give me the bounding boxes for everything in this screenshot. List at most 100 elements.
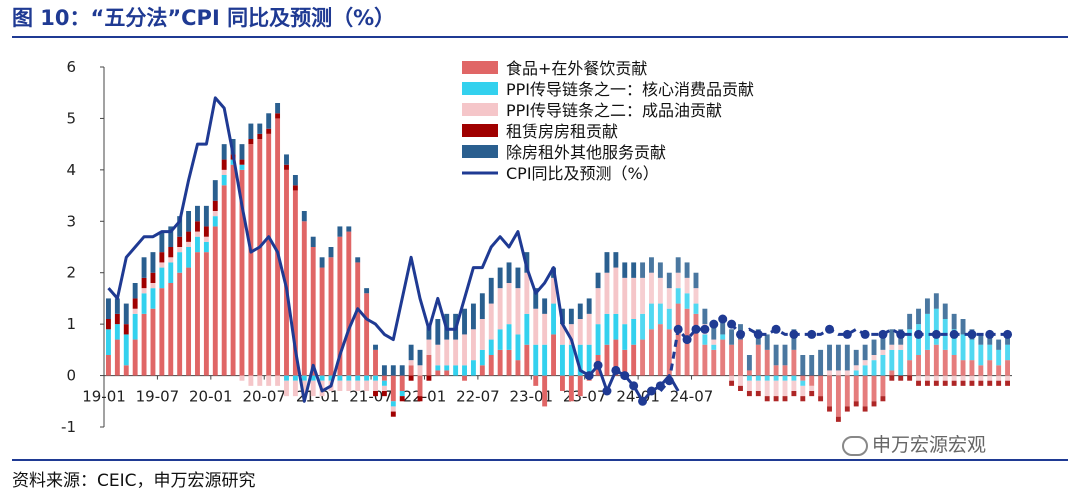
bar-ppi_core xyxy=(880,355,886,376)
bar-ppi_core xyxy=(479,349,485,366)
title-rule xyxy=(12,36,1068,38)
x-tick-label: 21-07 xyxy=(349,388,393,406)
bar-ppi_core xyxy=(444,365,450,371)
bar-other_services xyxy=(168,226,174,247)
bar-ppi_core xyxy=(898,349,904,376)
bar-rent xyxy=(818,396,824,402)
bar-other_services xyxy=(604,252,610,273)
bar-food xyxy=(301,221,307,376)
bar-ppi_core xyxy=(960,334,966,361)
bar-ppi_oil xyxy=(898,344,904,350)
bar-other_services xyxy=(435,319,441,345)
bar-rent xyxy=(248,139,254,145)
bar-other_services xyxy=(827,344,832,371)
bar-rent xyxy=(773,396,779,402)
bar-food xyxy=(987,360,993,376)
bar-food xyxy=(399,375,405,391)
bar-other_services xyxy=(497,267,503,289)
bar-food xyxy=(969,360,975,376)
bar-ppi_core xyxy=(577,344,583,376)
bar-food xyxy=(818,375,824,397)
bar-food xyxy=(827,375,832,407)
bar-other_services xyxy=(996,339,1002,350)
bar-food xyxy=(364,293,370,376)
bar-food xyxy=(613,339,619,376)
cpi-forecast-point xyxy=(842,329,852,339)
bar-ppi_oil xyxy=(960,375,966,381)
cpi-forecast-point xyxy=(914,329,924,339)
bar-food xyxy=(853,375,859,402)
bar-other_services xyxy=(195,205,200,222)
bar-other_services xyxy=(595,272,601,289)
bar-food xyxy=(186,267,192,376)
bar-ppi_core xyxy=(978,344,984,366)
bar-food xyxy=(666,329,672,376)
legend: 食品+在外餐饮贡献 PPI传导链条之一：核心消费品贡献 PPI传导链条之二：成品油贡… xyxy=(462,59,754,183)
cpi-forecast-point xyxy=(771,324,781,334)
bar-food xyxy=(132,339,138,376)
bar-ppi_core xyxy=(159,267,165,289)
bar-food xyxy=(533,375,539,386)
cpi-forecast-point xyxy=(700,324,710,334)
bar-food xyxy=(337,236,343,376)
bar-rent xyxy=(221,159,227,170)
bar-ppi_oil xyxy=(248,375,254,386)
bar-ppi_core xyxy=(337,375,343,381)
bar-ppi_oil xyxy=(212,211,218,217)
bar-other_services xyxy=(123,303,129,325)
bar-ppi_core xyxy=(720,334,726,340)
bar-rent xyxy=(381,391,387,397)
bar-other_services xyxy=(328,247,334,258)
bar-ppi_core xyxy=(212,216,218,227)
bar-ppi_oil xyxy=(470,329,476,361)
bar-food xyxy=(168,283,174,376)
bar-ppi_core xyxy=(106,329,111,355)
bar-other_services xyxy=(987,334,993,345)
bar-ppi_core xyxy=(711,344,717,350)
bar-other_services xyxy=(773,344,779,366)
bar-ppi_oil xyxy=(497,288,503,330)
bar-food xyxy=(381,375,387,381)
bar-ppi_core xyxy=(924,313,930,350)
bar-ppi_oil xyxy=(577,319,583,345)
bar-ppi_oil xyxy=(506,283,512,325)
bar-ppi_oil xyxy=(515,288,521,335)
bar-other_services xyxy=(880,334,886,350)
bar-food xyxy=(675,303,681,376)
bar-other_services xyxy=(702,308,708,325)
bar-ppi_core xyxy=(649,303,654,330)
bar-other_services xyxy=(568,308,574,325)
bar-ppi_core xyxy=(551,303,556,335)
cpi-forecast-point xyxy=(807,329,817,339)
bar-ppi_core xyxy=(453,365,459,376)
bar-ppi_core xyxy=(150,288,156,309)
bar-other_services xyxy=(809,355,815,376)
bar-ppi_oil xyxy=(809,385,815,391)
bar-ppi_core xyxy=(702,334,708,345)
y-tick-label: 0 xyxy=(66,367,76,385)
bar-ppi_core xyxy=(1005,344,1010,361)
bar-food xyxy=(862,375,868,407)
bar-ppi_core xyxy=(773,375,779,381)
bar-food xyxy=(880,375,886,397)
bar-ppi_oil xyxy=(284,380,289,397)
bar-other_services xyxy=(114,298,120,314)
bar-food xyxy=(141,313,147,376)
bar-other_services xyxy=(649,257,654,273)
cpi-point xyxy=(655,381,665,391)
bar-ppi_oil xyxy=(773,380,779,397)
bar-rent xyxy=(951,380,957,386)
bar-rent xyxy=(408,375,414,381)
bar-ppi_oil xyxy=(390,406,396,412)
bar-other_services xyxy=(942,303,948,319)
bar-ppi_oil xyxy=(684,277,690,294)
bar-food xyxy=(933,344,939,376)
bar-food xyxy=(604,344,610,376)
bar-other_services xyxy=(310,236,316,247)
bar-other_services xyxy=(470,303,476,330)
cpi-forecast-point xyxy=(735,329,745,339)
bar-food xyxy=(809,375,815,386)
bar-ppi_core xyxy=(657,303,663,325)
bar-food xyxy=(871,375,877,402)
bar-other_services xyxy=(337,226,343,237)
